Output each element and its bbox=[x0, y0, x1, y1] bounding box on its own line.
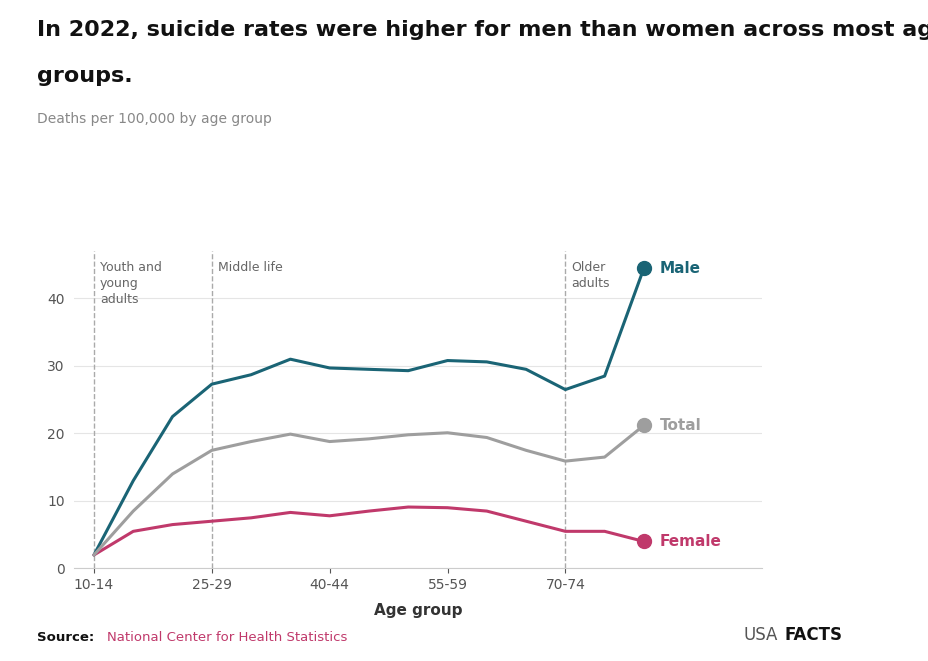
Text: Total: Total bbox=[659, 418, 701, 433]
X-axis label: Age group: Age group bbox=[373, 603, 462, 618]
Text: FACTS: FACTS bbox=[783, 627, 841, 644]
Text: Deaths per 100,000 by age group: Deaths per 100,000 by age group bbox=[37, 112, 272, 126]
Text: Female: Female bbox=[659, 534, 721, 549]
Text: National Center for Health Statistics: National Center for Health Statistics bbox=[107, 631, 347, 644]
Text: Middle life: Middle life bbox=[217, 260, 282, 274]
Text: groups.: groups. bbox=[37, 66, 133, 86]
Text: USA: USA bbox=[742, 627, 777, 644]
Text: Male: Male bbox=[659, 260, 700, 276]
Text: Older
adults: Older adults bbox=[571, 260, 609, 290]
Text: Source:: Source: bbox=[37, 631, 99, 644]
Text: In 2022, suicide rates were higher for men than women across most age: In 2022, suicide rates were higher for m… bbox=[37, 20, 928, 40]
Text: Youth and
young
adults: Youth and young adults bbox=[99, 260, 161, 305]
